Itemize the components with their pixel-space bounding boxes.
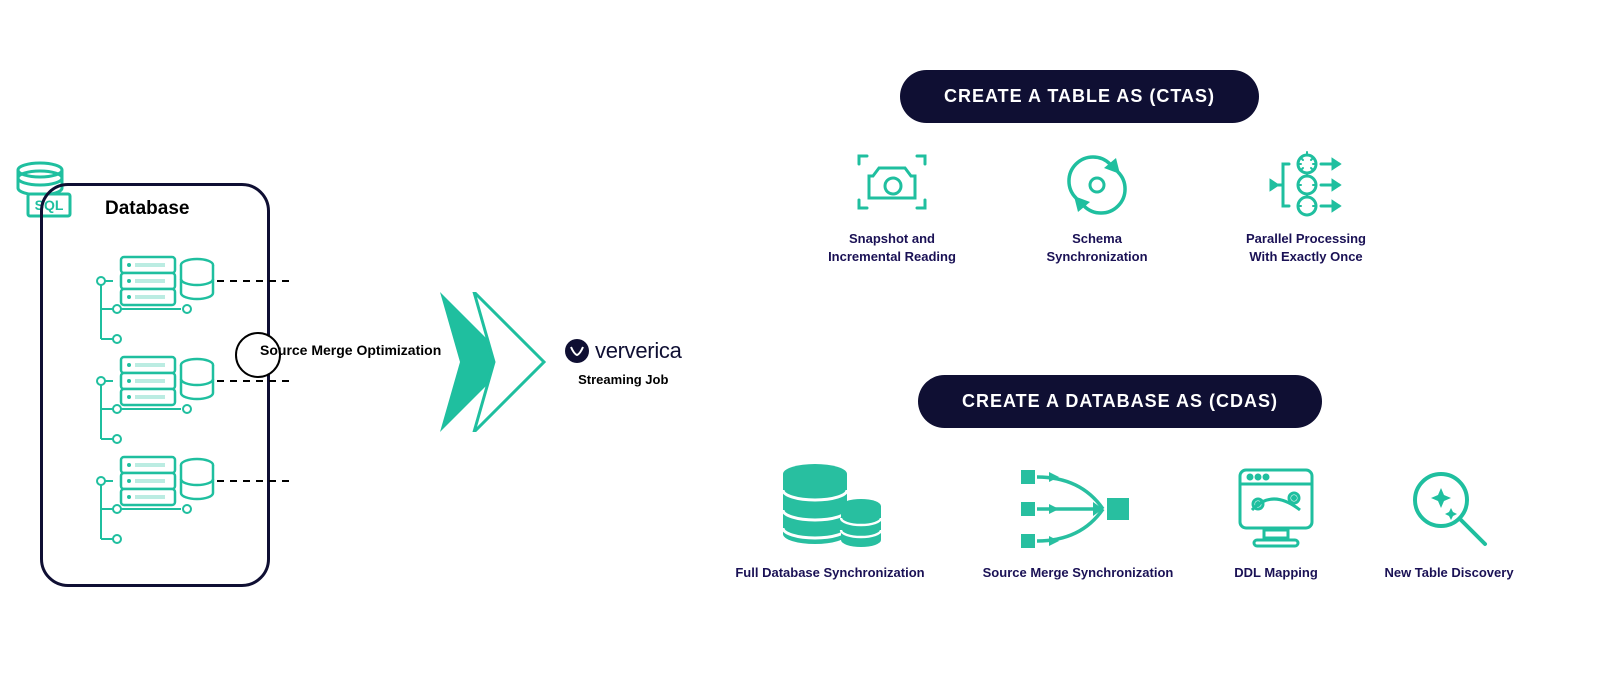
feature-label: Full Database Synchronization [720,564,940,582]
ververica-name: ververica [595,338,682,364]
ctas-pill: CREATE A TABLE AS (CTAS) [900,70,1259,123]
merge-label: Source Merge Optimization [260,342,441,358]
feature-full-db-sync: Full Database Synchronization [720,462,940,582]
feature-snapshot: Snapshot andIncremental Reading [807,150,977,265]
merge-icon [968,462,1188,554]
feature-source-merge: Source Merge Synchronization [968,462,1188,582]
feature-schema-sync: SchemaSynchronization [1012,150,1182,265]
magnify-sparkle-icon [1364,462,1534,554]
feature-label: SchemaSynchronization [1012,230,1182,265]
feature-label: Source Merge Synchronization [968,564,1188,582]
camera-icon [807,150,977,220]
arrow-icon [440,292,570,432]
streaming-job-label: Streaming Job [565,372,682,387]
ververica-logo: ververica Streaming Job [565,338,682,387]
dbstack-icon [720,462,940,554]
sync-icon [1012,150,1182,220]
feature-parallel: Parallel ProcessingWith Exactly Once [1218,150,1394,265]
parallel-icon [1218,150,1394,220]
cdas-pill: CREATE A DATABASE AS (CDAS) [918,375,1322,428]
ververica-mark-icon [565,339,589,363]
database-tables-icon [95,245,295,575]
feature-label: New Table Discovery [1364,564,1534,582]
database-title: Database [105,198,190,220]
feature-label: Snapshot andIncremental Reading [807,230,977,265]
feature-ddl-mapping: DDL Mapping [1206,462,1346,582]
feature-label: Parallel ProcessingWith Exactly Once [1218,230,1394,265]
feature-new-table-discovery: New Table Discovery [1364,462,1534,582]
browser-map-icon [1206,462,1346,554]
feature-label: DDL Mapping [1206,564,1346,582]
diagram-canvas: SQL Database [0,0,1600,687]
